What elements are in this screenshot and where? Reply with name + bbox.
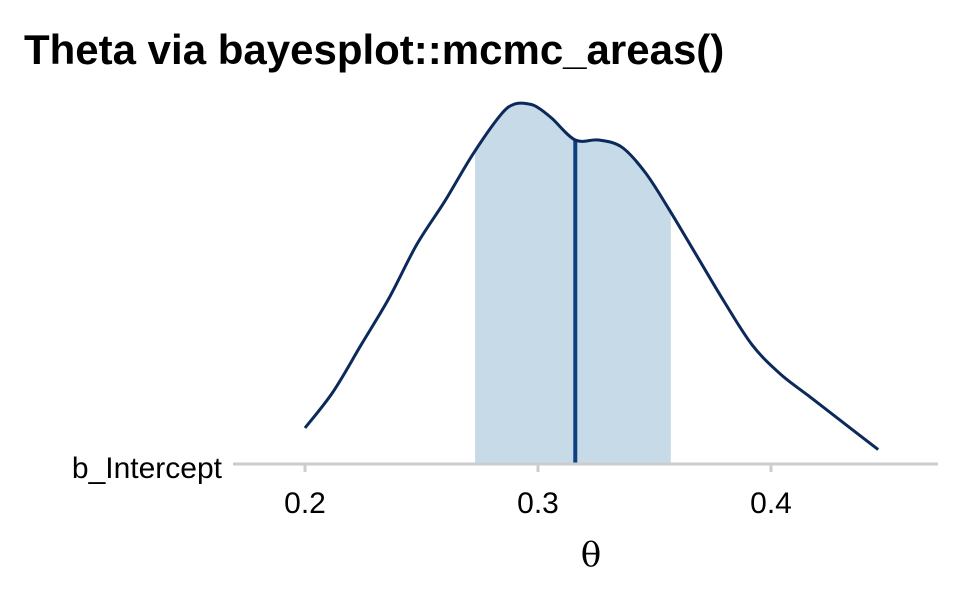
x-axis-ticks: 0.2 0.3 0.4: [284, 464, 792, 520]
plot-area: [303, 101, 880, 464]
x-tick-label: 0.3: [517, 487, 559, 520]
parameter-label: b_Intercept: [72, 452, 223, 485]
density-curve: [303, 101, 880, 451]
x-tick-label: 0.4: [750, 487, 792, 520]
interval-area: [475, 104, 671, 464]
x-tick-label: 0.2: [284, 487, 326, 520]
chart-title: Theta via bayesplot::mcmc_areas(): [24, 26, 724, 73]
x-axis-label: θ: [581, 535, 601, 575]
